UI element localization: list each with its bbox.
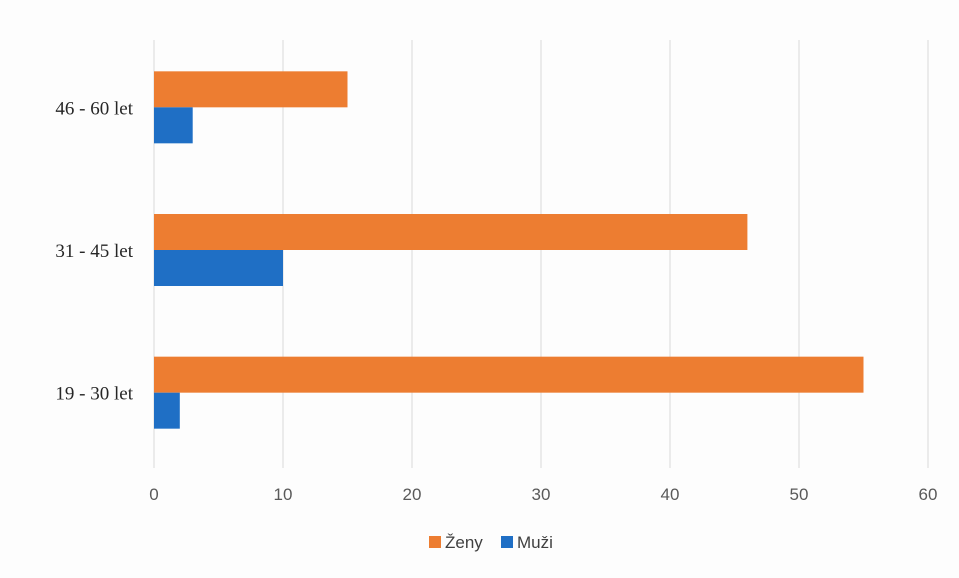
bar-zeny: [154, 356, 864, 393]
legend-swatch: [429, 536, 441, 548]
bar-muzi: [154, 392, 180, 429]
tick-layer: 0 10 20 30 40 50 60: [149, 485, 937, 504]
bar-zeny: [154, 71, 348, 108]
category-layer: 46 - 60 let 31 - 45 let 19 - 30 let: [55, 98, 133, 404]
category-label: 31 - 45 let: [55, 241, 133, 262]
legend-swatch: [501, 536, 513, 548]
x-tick-label: 20: [403, 485, 422, 504]
x-tick-label: 50: [790, 485, 809, 504]
x-tick-label: 40: [661, 485, 680, 504]
bar-muzi: [154, 107, 193, 144]
x-tick-label: 60: [919, 485, 938, 504]
x-tick-label: 10: [274, 485, 293, 504]
category-label: 46 - 60 let: [55, 98, 133, 119]
x-tick-label: 0: [149, 485, 158, 504]
legend-label: Muži: [517, 533, 553, 552]
legend: Ženy Muži: [429, 533, 553, 552]
category-label: 19 - 30 let: [55, 384, 133, 405]
legend-label: Ženy: [445, 533, 483, 552]
bar-muzi: [154, 250, 283, 286]
x-tick-label: 30: [532, 485, 551, 504]
grid-layer: [153, 40, 929, 468]
bar-zeny: [154, 214, 748, 250]
bar-layer: [154, 71, 864, 429]
